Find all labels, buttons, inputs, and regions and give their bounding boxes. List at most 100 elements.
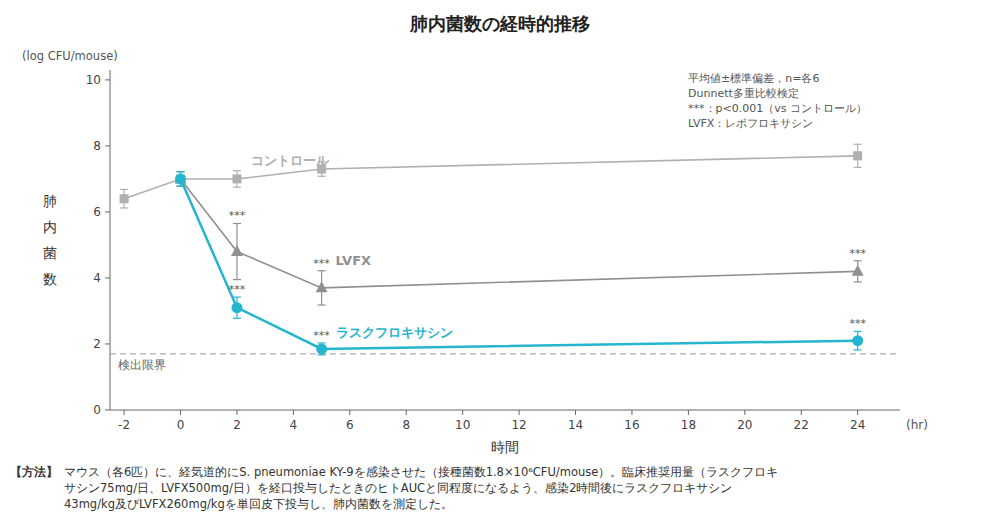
series-line bbox=[124, 156, 858, 199]
x-axis-unit: (hr) bbox=[906, 418, 928, 432]
error-bar-cap bbox=[120, 207, 128, 208]
error-bar-cap bbox=[177, 171, 185, 172]
x-tick-label: 16 bbox=[624, 418, 639, 432]
marker bbox=[175, 173, 186, 184]
x-tick-label: 10 bbox=[455, 418, 470, 432]
y-tick-label: 4 bbox=[93, 271, 101, 285]
x-tick-label: 22 bbox=[794, 418, 809, 432]
footnote-line: 43mg/kg及びLVFX260mg/kgを単回皮下投与し、肺内菌数を測定した。 bbox=[64, 497, 453, 511]
error-bar-cap bbox=[854, 281, 862, 282]
chart: 肺内菌数の経時的推移-20246810121416182022240246810… bbox=[0, 0, 1000, 524]
note: 平均値±標準偏差，n=各6 bbox=[688, 72, 819, 85]
x-tick bbox=[406, 410, 407, 415]
marker bbox=[176, 174, 185, 183]
x-tick-label: 8 bbox=[402, 418, 410, 432]
error-bar-cap bbox=[233, 318, 241, 319]
footnote: マウス（各6匹）に、経気道的にS. pneumoniae KY-9を感染させた（… bbox=[64, 465, 778, 511]
x-tick-label: 4 bbox=[290, 418, 298, 432]
plot-data bbox=[110, 144, 900, 355]
x-tick bbox=[575, 410, 576, 415]
y-tick-label: 0 bbox=[93, 403, 101, 417]
marker bbox=[232, 174, 241, 183]
error-bar-cap bbox=[120, 189, 128, 190]
x-tick-label: 20 bbox=[737, 418, 752, 432]
y-tick-label: 6 bbox=[93, 205, 101, 219]
error-bar-cap bbox=[318, 270, 326, 271]
error-bar bbox=[233, 171, 241, 188]
error-bar-cap bbox=[177, 171, 185, 172]
series-label: LVFX bbox=[336, 253, 371, 268]
x-tick bbox=[236, 410, 237, 415]
marker bbox=[231, 302, 242, 313]
x-tick bbox=[462, 410, 463, 415]
footnote-line: マウス（各6匹）に、経気道的にS. pneumoniae KY-9を感染させた（… bbox=[64, 465, 778, 479]
series bbox=[175, 172, 864, 305]
x-tick-label: 6 bbox=[346, 418, 354, 432]
series-line bbox=[181, 179, 858, 349]
significance-label: *** bbox=[229, 209, 246, 222]
y-tick bbox=[105, 277, 110, 278]
error-bar-cap bbox=[233, 297, 241, 298]
y-tick bbox=[105, 343, 110, 344]
y-axis-unit: (log CFU/mouse) bbox=[22, 49, 118, 63]
error-bar-cap bbox=[854, 167, 862, 168]
error-bar-cap bbox=[318, 176, 326, 177]
error-bar-cap bbox=[233, 279, 241, 280]
y-axis-line bbox=[110, 70, 111, 410]
significance-label: *** bbox=[849, 247, 866, 260]
note: LVFX：レボフロキサシン bbox=[688, 117, 813, 130]
marker bbox=[231, 245, 243, 256]
series-label: コントロール bbox=[251, 153, 330, 168]
y-tick-label: 10 bbox=[86, 73, 101, 87]
error-bar-cap bbox=[233, 223, 241, 224]
error-bar bbox=[120, 189, 128, 207]
x-tick bbox=[124, 410, 125, 415]
y-tick-label: 8 bbox=[93, 139, 101, 153]
error-bar-cap bbox=[318, 354, 326, 355]
x-tick-label: -2 bbox=[118, 418, 130, 432]
y-tick-label: 2 bbox=[93, 337, 101, 351]
marker bbox=[316, 343, 327, 354]
footnote-label: 【方法】 bbox=[10, 465, 58, 479]
x-tick-label: 12 bbox=[511, 418, 526, 432]
x-tick bbox=[801, 410, 802, 415]
error-bar-cap bbox=[177, 186, 185, 187]
x-tick-label: 2 bbox=[233, 418, 241, 432]
x-tick bbox=[631, 410, 632, 415]
error-bar-cap bbox=[854, 349, 862, 350]
error-bar-cap bbox=[318, 304, 326, 305]
marker bbox=[316, 281, 328, 292]
error-bar-cap bbox=[854, 144, 862, 145]
note: Dunnett多重比較検定 bbox=[688, 87, 799, 100]
x-axis-label: 時間 bbox=[491, 439, 519, 455]
y-tick bbox=[105, 211, 110, 212]
error-bar-cap bbox=[233, 187, 241, 188]
y-axis-label: 肺内菌数 bbox=[43, 193, 57, 287]
notes: 平均値±標準偏差，n=各6Dunnett多重比較検定***：p<0.001（vs… bbox=[688, 72, 867, 130]
marker bbox=[853, 151, 862, 160]
x-tick bbox=[519, 410, 520, 415]
y-tick bbox=[105, 410, 110, 411]
significance-label: *** bbox=[849, 317, 866, 330]
x-tick bbox=[857, 410, 858, 415]
series bbox=[120, 144, 863, 208]
marker bbox=[852, 265, 864, 276]
series-label: ラスクフロキサシン bbox=[336, 325, 453, 340]
error-bar-cap bbox=[318, 342, 326, 343]
y-tick bbox=[105, 145, 110, 146]
marker bbox=[120, 194, 129, 203]
y-axis-label-char: 数 bbox=[43, 271, 57, 287]
x-tick bbox=[349, 410, 350, 415]
error-bar-cap bbox=[233, 170, 241, 171]
significance-label: *** bbox=[313, 329, 330, 342]
detection-limit-label: 検出限界 bbox=[118, 358, 166, 372]
title: 肺内菌数の経時的推移 bbox=[409, 13, 590, 34]
annotations: コントロール*********LVFX*********ラスクフロキサシン bbox=[229, 153, 867, 342]
series bbox=[175, 172, 863, 355]
y-axis-label-char: 内 bbox=[43, 219, 57, 235]
error-bar-cap bbox=[177, 186, 185, 187]
y-tick bbox=[105, 79, 110, 80]
footnote-line: サシン75mg/日、LVFX500mg/日）を経口投与したときのヒトAUCと同程… bbox=[64, 481, 732, 495]
error-bar-cap bbox=[177, 171, 185, 172]
x-tick-label: 0 bbox=[177, 418, 185, 432]
